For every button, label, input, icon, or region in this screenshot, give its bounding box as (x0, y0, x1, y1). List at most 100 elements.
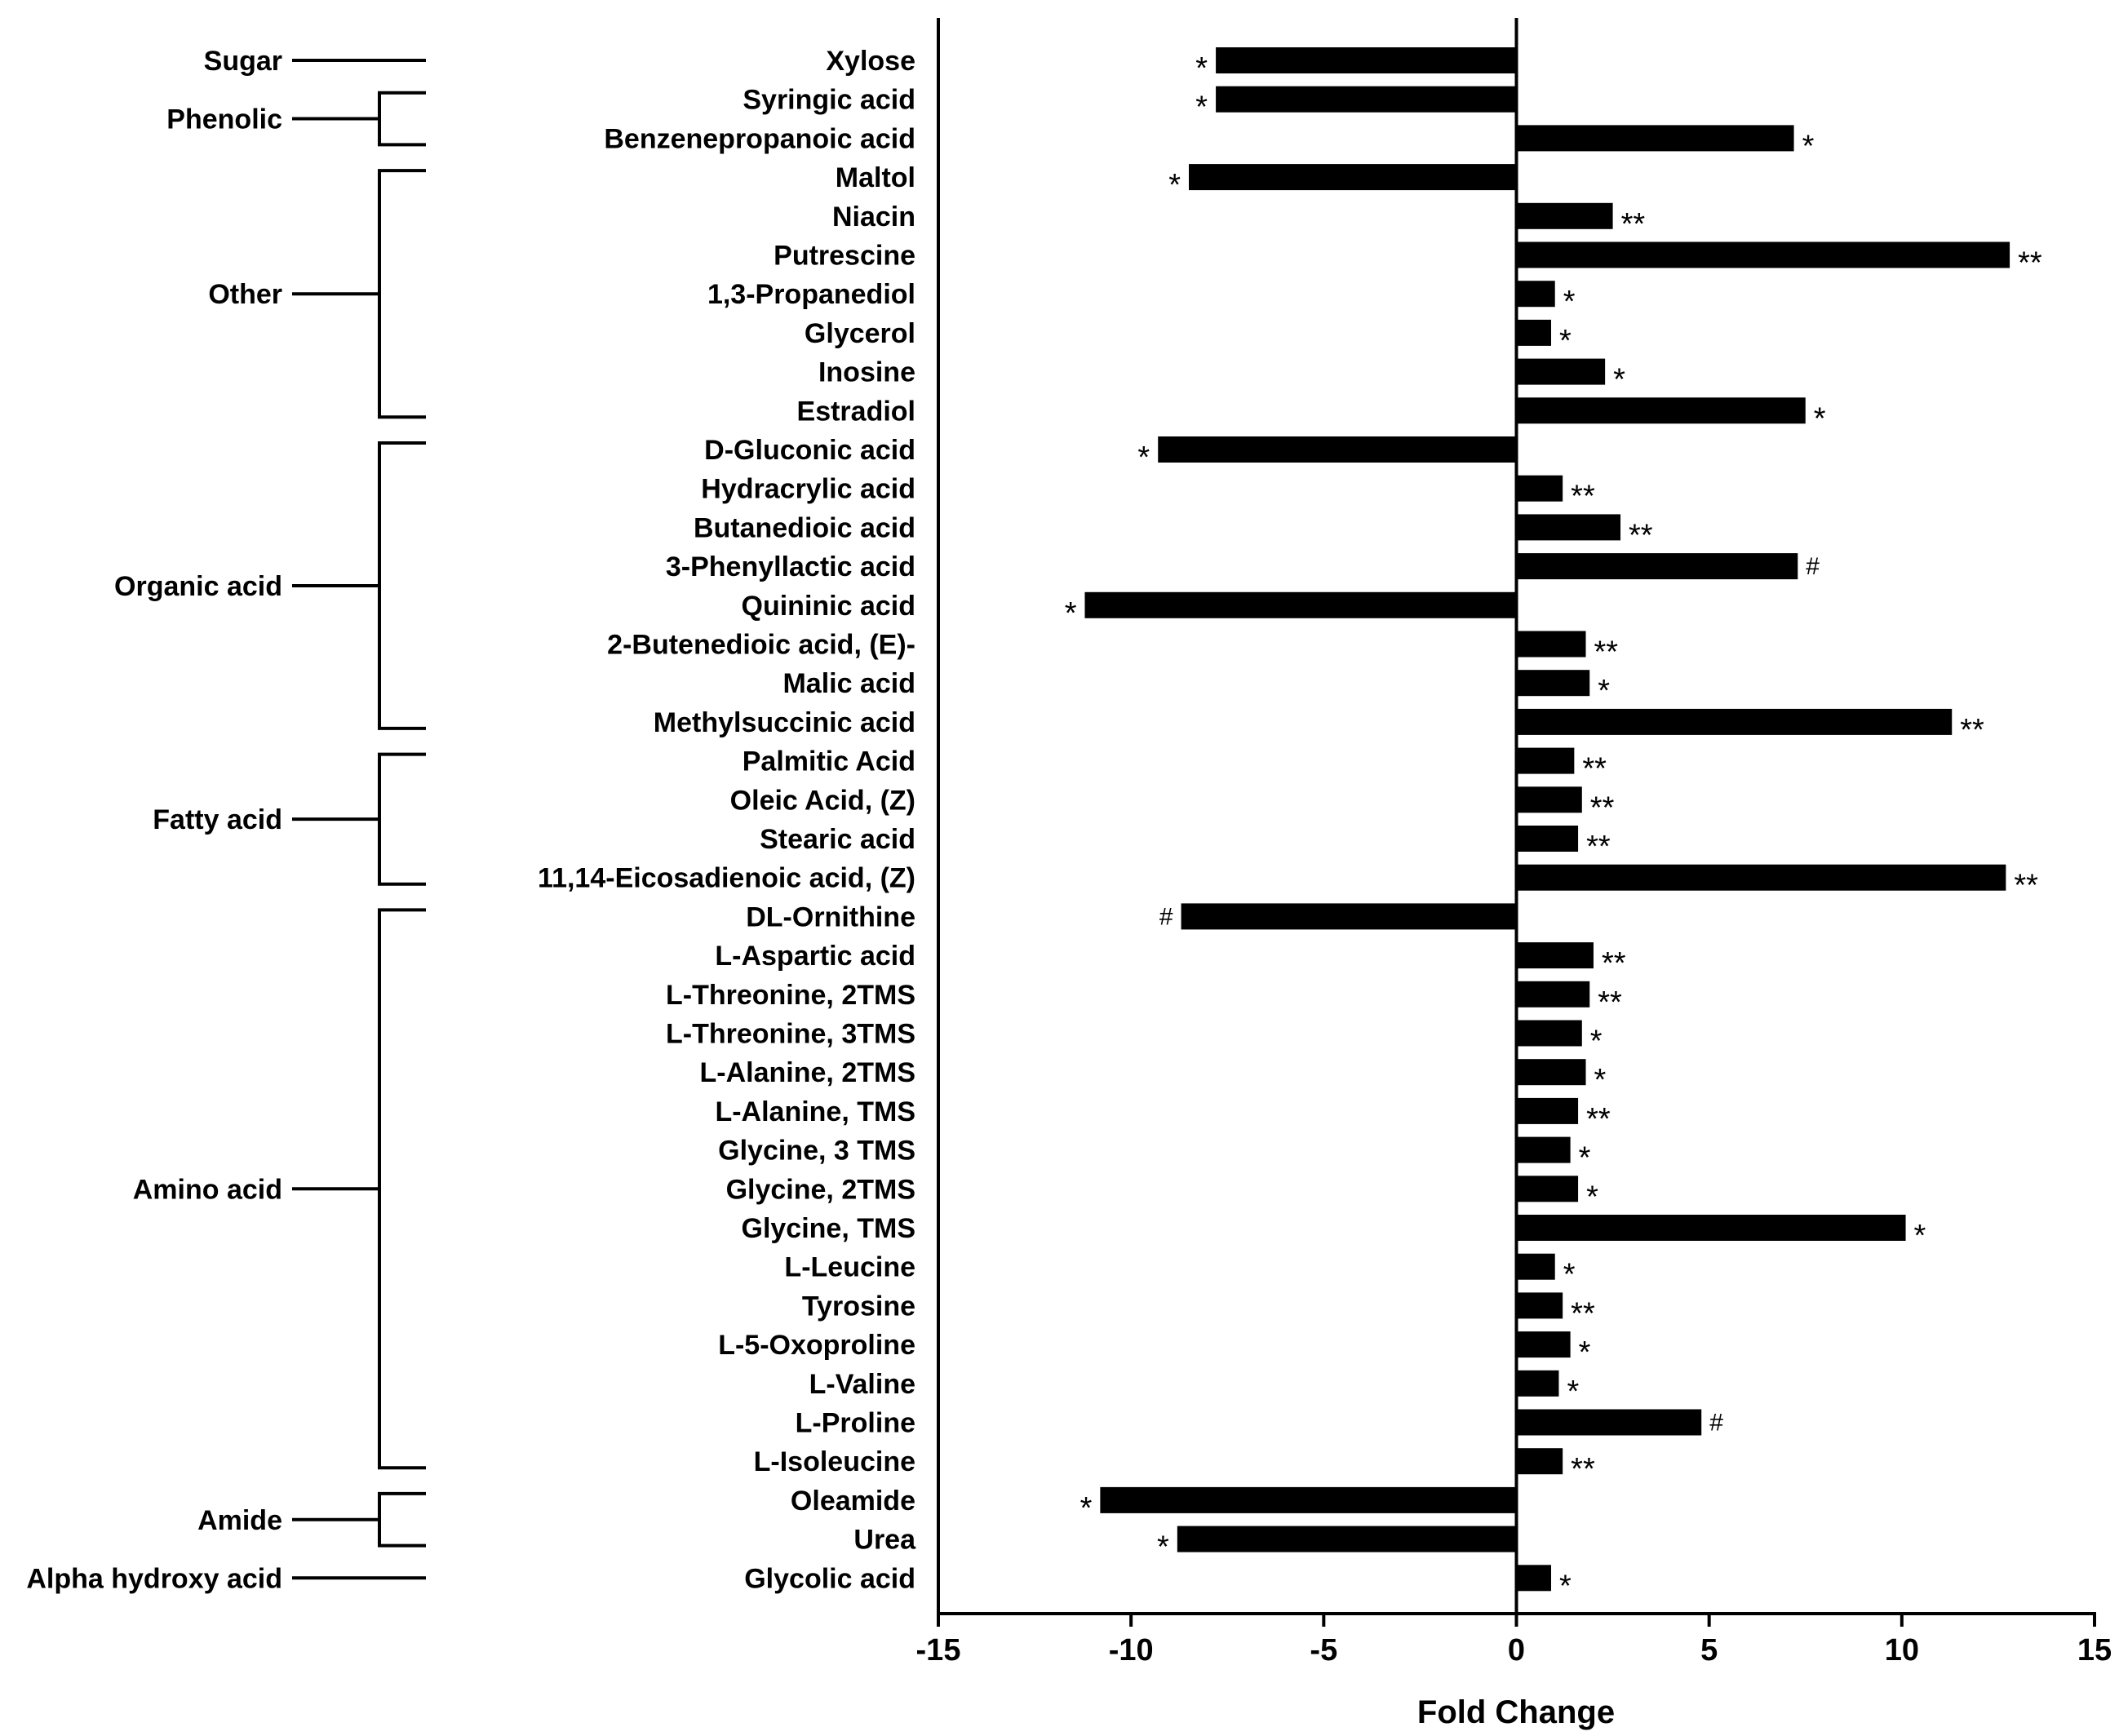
x-tick-label: -10 (1109, 1633, 1154, 1667)
bar-label: Maltol (836, 162, 915, 193)
significance-mark: ** (1598, 985, 1622, 1020)
significance-mark: * (1579, 1335, 1591, 1370)
significance-mark: * (1563, 285, 1576, 319)
bar-label: Hydracrylic acid (701, 474, 915, 505)
bar (1516, 475, 1563, 502)
bar-label: L-5-Oxoproline (718, 1330, 915, 1361)
bar-label: DL-Ornithine (746, 901, 915, 932)
bar (1516, 1292, 1563, 1319)
bar-label: Tyrosine (802, 1291, 915, 1322)
significance-mark: * (1586, 1180, 1598, 1214)
bar-label: Butanedioic acid (694, 512, 915, 543)
metabolite-labels: Xylose Syringic acid Benzenepropanoic acid… (538, 46, 916, 1594)
group-label: Other (208, 279, 282, 310)
group-label: Amide (197, 1505, 282, 1536)
bar-label: Oleic Acid, (Z) (730, 785, 915, 816)
significance-mark: ** (1621, 207, 1646, 241)
bar (1516, 942, 1594, 969)
bar (1516, 747, 1575, 774)
significance-mark: ** (2014, 869, 2038, 903)
bar (1516, 708, 1953, 735)
bar-label: Glycine, TMS (742, 1213, 916, 1244)
bar-label: L-Leucine (784, 1252, 915, 1283)
significance-mark: * (1802, 129, 1815, 163)
significance-mark: ** (1602, 946, 1626, 981)
bar-label: Benzenepropanoic acid (604, 123, 915, 154)
significance-mark: * (1567, 1375, 1579, 1409)
significance-mark: ** (1571, 1296, 1595, 1331)
significance-mark: * (1559, 1569, 1572, 1603)
significance-mark: * (1065, 596, 1077, 631)
bar-label: Urea (853, 1525, 916, 1556)
bar (1516, 1253, 1555, 1280)
significance-mark: ** (1582, 752, 1607, 786)
bar-label: Stearic acid (760, 824, 915, 855)
bar (1516, 319, 1552, 346)
bar-label: L-Proline (796, 1408, 915, 1439)
x-axis-title: Fold Change (1417, 1694, 1615, 1730)
bar-label: Syringic acid (743, 85, 915, 116)
significance-mark: ** (1571, 1452, 1595, 1486)
significance-mark: * (1195, 51, 1208, 86)
significance-mark: * (1814, 401, 1826, 436)
bar (1216, 86, 1517, 113)
bar (1516, 514, 1621, 541)
bar (1084, 591, 1517, 618)
significance-mark: ** (1586, 1102, 1611, 1136)
significance-mark: * (1559, 324, 1572, 358)
bar (1516, 1059, 1586, 1086)
bar (1516, 1097, 1579, 1124)
bar (1516, 1448, 1563, 1475)
bar (1516, 670, 1590, 697)
bar-label: Putrescine (774, 241, 915, 272)
bar (1516, 1176, 1579, 1202)
significance-mark: * (1590, 1025, 1603, 1059)
bar-label: Estradiol (797, 396, 915, 427)
bars (1084, 47, 2010, 1592)
bar-label: L-Threonine, 3TMS (666, 1019, 915, 1050)
group-label: Alpha hydroxy acid (26, 1563, 282, 1594)
significance-mark: * (1598, 674, 1610, 708)
group-label: Fatty acid (153, 804, 282, 835)
axes: -15 -10 -5 0 5 10 15 (916, 18, 2112, 1667)
significance-mark: ** (1571, 480, 1595, 514)
significance-mark: * (1195, 91, 1208, 125)
bar-label: Glycine, 3 TMS (718, 1136, 915, 1167)
group-bracket (378, 908, 426, 1470)
bar-label: Glycerol (805, 318, 915, 349)
bar-label: L-Alanine, 2TMS (700, 1057, 915, 1088)
significance-mark: ** (1960, 713, 1984, 747)
significance-mark: * (1157, 1530, 1169, 1565)
significance-mark: * (1080, 1491, 1093, 1526)
bar-label: Palmitic Acid (743, 746, 915, 777)
group-label: Sugar (204, 46, 282, 77)
bar-label: Inosine (818, 357, 915, 388)
group-bracket (378, 441, 426, 730)
group-bracket (378, 1491, 426, 1548)
bar-label: 1,3-Propanediol (707, 279, 915, 310)
bar (1516, 786, 1582, 813)
bar-label: 11,14-Eicosadienoic acid, (Z) (538, 863, 915, 894)
bar (1516, 1215, 1906, 1241)
significance-mark: # (1159, 903, 1173, 930)
significance-mark: * (1613, 363, 1625, 397)
bar-label: Methylsuccinic acid (654, 707, 915, 738)
significance-mark: * (1579, 1141, 1591, 1176)
significance-mark: # (1806, 553, 1820, 580)
bar (1516, 631, 1586, 658)
group-bracket (378, 752, 426, 886)
bar (1158, 436, 1517, 463)
significance-mark: * (1914, 1219, 1926, 1253)
bar (1516, 397, 1806, 424)
bar (1516, 281, 1555, 308)
bar (1516, 553, 1798, 580)
bar-label: Glycine, 2TMS (726, 1174, 915, 1205)
bar (1189, 164, 1517, 191)
x-tick-label: 10 (1885, 1633, 1919, 1667)
bar (1516, 981, 1590, 1008)
x-tick-label: 5 (1700, 1633, 1718, 1667)
bar-label: L-Aspartic acid (715, 941, 915, 972)
group-bracket (378, 169, 426, 419)
bar-label: L-Alanine, TMS (715, 1096, 915, 1127)
bar (1516, 1409, 1702, 1436)
